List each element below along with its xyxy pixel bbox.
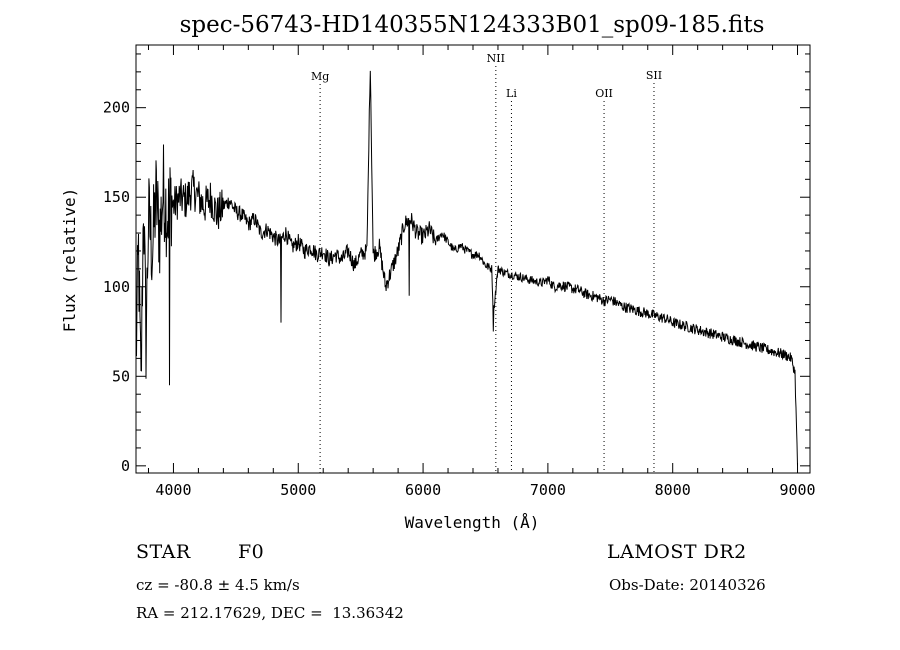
obs-date-readout: Obs-Date: 20140326: [609, 576, 766, 594]
y-tick-label: 150: [103, 188, 130, 206]
line-label-oii: OII: [595, 87, 613, 100]
chart-title: spec-56743-HD140355N124333B01_sp09-185.f…: [180, 12, 765, 38]
x-tick-label: 9000: [779, 481, 815, 499]
x-tick-label: 7000: [530, 481, 566, 499]
x-tick-label: 5000: [280, 481, 316, 499]
spectrum-line: [135, 70, 798, 466]
line-label-li: Li: [506, 87, 517, 100]
y-axis-label: Flux (relative): [60, 188, 79, 333]
redshift-readout: cz = -80.8 ± 4.5 km/s: [136, 576, 300, 594]
coordinates-readout: RA = 212.17629, DEC = 13.36342: [136, 604, 404, 622]
x-tick-label: 4000: [155, 481, 191, 499]
plot-frame: [135, 44, 811, 474]
line-label-mg: Mg: [311, 70, 329, 83]
y-tick-label: 100: [103, 278, 130, 296]
survey-label: LAMOST DR2: [607, 541, 747, 563]
x-axis-label: Wavelength (Å): [405, 513, 540, 532]
subclass-label: F0: [238, 541, 265, 563]
line-label-sii: SII: [646, 69, 662, 82]
line-label-nii: NII: [487, 52, 505, 65]
x-tick-label: 6000: [405, 481, 441, 499]
plot-area: 4000 5000 6000 7000 8000 9000 0 50 100 150 200 Mg NI…: [103, 44, 816, 499]
y-tick-label: 200: [103, 99, 130, 117]
y-tick-label: 0: [121, 457, 130, 475]
y-tick-label: 50: [112, 367, 130, 385]
object-type-label: STAR: [136, 541, 191, 563]
x-tick-label: 8000: [655, 481, 691, 499]
